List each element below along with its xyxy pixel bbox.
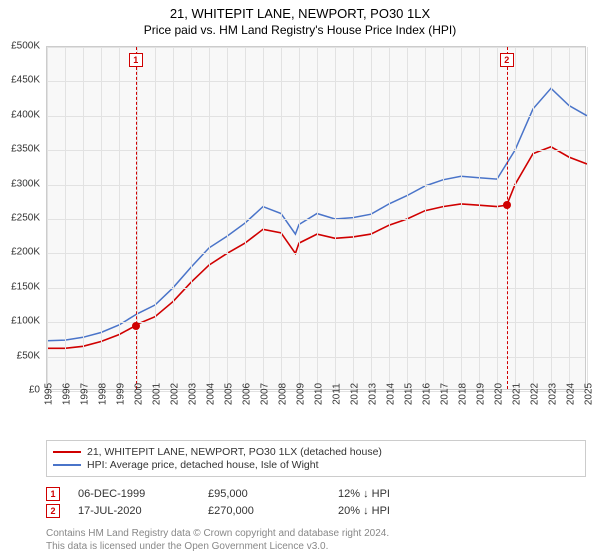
footer-line1: Contains HM Land Registry data © Crown c… bbox=[46, 528, 586, 541]
trade-date: 17-JUL-2020 bbox=[78, 505, 208, 517]
legend: 21, WHITEPIT LANE, NEWPORT, PO30 1LX (de… bbox=[46, 440, 586, 477]
x-tick-label: 2012 bbox=[350, 383, 361, 405]
sale-marker-dot bbox=[132, 322, 140, 330]
x-tick-label: 1999 bbox=[116, 383, 127, 405]
x-tick-label: 2014 bbox=[386, 383, 397, 405]
chart-subtitle: Price paid vs. HM Land Registry's House … bbox=[0, 23, 600, 37]
trade-row: 1 06-DEC-1999£95,00012% ↓ HPI bbox=[46, 487, 586, 501]
x-tick-label: 1998 bbox=[98, 383, 109, 405]
x-tick-label: 2017 bbox=[440, 383, 451, 405]
x-tick-label: 2010 bbox=[314, 383, 325, 405]
x-tick-label: 2021 bbox=[512, 383, 523, 405]
trade-row: 2 17-JUL-2020£270,00020% ↓ HPI bbox=[46, 504, 586, 518]
x-tick-label: 2015 bbox=[404, 383, 415, 405]
sale-marker-line bbox=[136, 47, 137, 389]
trade-price: £270,000 bbox=[208, 505, 338, 517]
y-tick-label: £400K bbox=[0, 109, 40, 120]
trade-marker-box: 2 bbox=[46, 504, 60, 518]
y-tick-label: £100K bbox=[0, 316, 40, 327]
legend-row: 21, WHITEPIT LANE, NEWPORT, PO30 1LX (de… bbox=[53, 446, 579, 458]
x-tick-label: 2001 bbox=[152, 383, 163, 405]
x-tick-label: 2023 bbox=[548, 383, 559, 405]
y-tick-label: £450K bbox=[0, 75, 40, 86]
trade-date: 06-DEC-1999 bbox=[78, 488, 208, 500]
x-tick-label: 2018 bbox=[458, 383, 469, 405]
chart-container: 21, WHITEPIT LANE, NEWPORT, PO30 1LX Pri… bbox=[0, 0, 600, 560]
trade-price: £95,000 bbox=[208, 488, 338, 500]
sale-marker-line bbox=[507, 47, 508, 389]
y-tick-label: £50K bbox=[0, 350, 40, 361]
x-tick-label: 2009 bbox=[296, 383, 307, 405]
x-tick-label: 2003 bbox=[188, 383, 199, 405]
x-tick-label: 2019 bbox=[476, 383, 487, 405]
sale-marker-box: 2 bbox=[500, 53, 514, 67]
trade-table: 1 06-DEC-1999£95,00012% ↓ HPI 2 17-JUL-2020… bbox=[46, 484, 586, 521]
trade-delta: 20% ↓ HPI bbox=[338, 505, 468, 517]
plot-area: 12 bbox=[46, 46, 586, 390]
sale-marker-dot bbox=[503, 201, 511, 209]
x-tick-label: 2020 bbox=[494, 383, 505, 405]
x-tick-label: 2024 bbox=[566, 383, 577, 405]
x-tick-label: 2007 bbox=[260, 383, 271, 405]
footer-line2: This data is licensed under the Open Gov… bbox=[46, 541, 586, 554]
x-tick-label: 2002 bbox=[170, 383, 181, 405]
y-tick-label: £350K bbox=[0, 144, 40, 155]
x-tick-label: 2025 bbox=[584, 383, 595, 405]
y-tick-label: £200K bbox=[0, 247, 40, 258]
x-tick-label: 2005 bbox=[224, 383, 235, 405]
sale-marker-box: 1 bbox=[129, 53, 143, 67]
legend-row: HPI: Average price, detached house, Isle… bbox=[53, 459, 579, 471]
y-tick-label: £300K bbox=[0, 178, 40, 189]
chart-area: 12 £0£50K£100K£150K£200K£250K£300K£350K£… bbox=[46, 46, 586, 390]
chart-title: 21, WHITEPIT LANE, NEWPORT, PO30 1LX bbox=[0, 6, 600, 21]
x-tick-label: 2016 bbox=[422, 383, 433, 405]
footer-attribution: Contains HM Land Registry data © Crown c… bbox=[46, 528, 586, 553]
x-tick-label: 1995 bbox=[44, 383, 55, 405]
legend-label: HPI: Average price, detached house, Isle… bbox=[87, 459, 319, 471]
legend-swatch bbox=[53, 464, 81, 466]
y-tick-label: £150K bbox=[0, 281, 40, 292]
x-tick-label: 2004 bbox=[206, 383, 217, 405]
x-tick-label: 2022 bbox=[530, 383, 541, 405]
trade-marker-box: 1 bbox=[46, 487, 60, 501]
legend-swatch bbox=[53, 451, 81, 453]
titles: 21, WHITEPIT LANE, NEWPORT, PO30 1LX Pri… bbox=[0, 0, 600, 37]
x-tick-label: 2000 bbox=[134, 383, 145, 405]
y-tick-label: £250K bbox=[0, 213, 40, 224]
x-tick-label: 2013 bbox=[368, 383, 379, 405]
trade-delta: 12% ↓ HPI bbox=[338, 488, 468, 500]
x-tick-label: 1997 bbox=[80, 383, 91, 405]
y-tick-label: £0 bbox=[0, 385, 40, 396]
legend-label: 21, WHITEPIT LANE, NEWPORT, PO30 1LX (de… bbox=[87, 446, 382, 458]
x-tick-label: 2006 bbox=[242, 383, 253, 405]
x-tick-label: 1996 bbox=[62, 383, 73, 405]
x-tick-label: 2011 bbox=[332, 383, 343, 405]
y-tick-label: £500K bbox=[0, 41, 40, 52]
x-tick-label: 2008 bbox=[278, 383, 289, 405]
